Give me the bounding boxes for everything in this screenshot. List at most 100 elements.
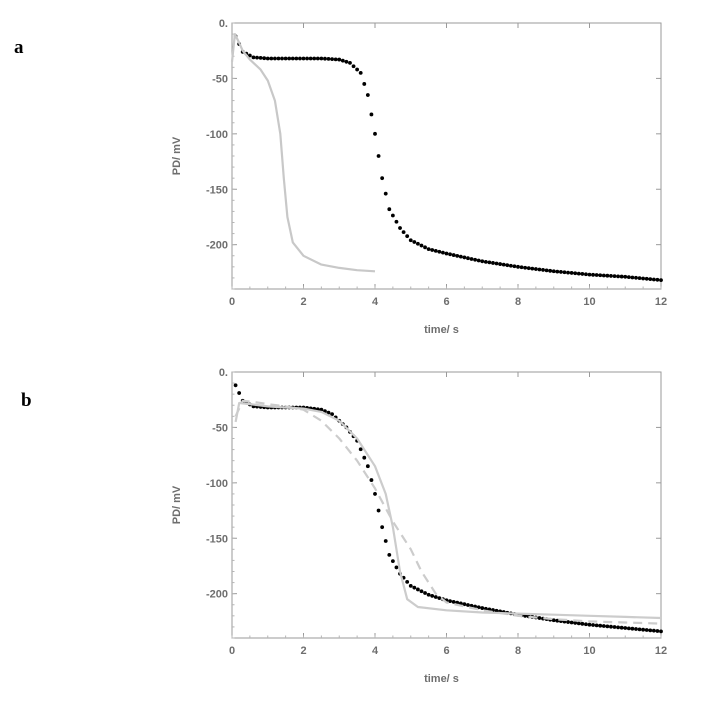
x-tick-label: 12: [655, 645, 667, 657]
series-0-point: [376, 154, 381, 158]
y-axis-label: PD/ mV: [171, 136, 183, 175]
series-0-point: [580, 272, 585, 276]
series-0-point: [594, 273, 599, 277]
series-0-point: [634, 275, 638, 280]
series-0-point: [655, 629, 660, 633]
series-0-point: [651, 628, 656, 633]
series-0-point: [433, 595, 438, 599]
series-0-point: [644, 628, 649, 632]
series-0-point: [626, 626, 631, 631]
series-0-point: [616, 625, 620, 630]
series-0-point: [348, 61, 352, 65]
series-0-point: [544, 268, 549, 273]
plot-frame: [231, 22, 662, 290]
series-0-point: [423, 245, 427, 250]
series-0-point: [498, 262, 503, 266]
series-0-point: [430, 593, 435, 598]
series-0-point: [369, 112, 374, 117]
plot-frame: [231, 371, 662, 639]
series-0-point: [298, 56, 302, 61]
series-0-point: [416, 587, 420, 592]
series-0-point: [308, 56, 313, 61]
x-tick-label: 12: [655, 296, 667, 308]
series-0-point: [280, 56, 284, 61]
series-0-point: [283, 56, 288, 61]
series-0-point: [405, 579, 410, 584]
series-1-line: [234, 401, 662, 620]
series-0-point: [512, 264, 517, 269]
series-0-point: [265, 56, 270, 61]
series-0-point: [659, 278, 663, 283]
series-0-point: [548, 268, 553, 273]
x-tick-label: 6: [443, 296, 449, 308]
y-tick-label: -150: [206, 533, 228, 545]
series-0-point: [387, 207, 392, 212]
series-0-point: [505, 263, 510, 268]
series-0-point: [530, 266, 535, 271]
series-0-point: [326, 410, 331, 415]
series-0-point: [480, 606, 485, 610]
series-0-point: [483, 259, 488, 264]
series-0-point: [323, 56, 327, 61]
y-tick-label: -100: [206, 478, 228, 490]
series-0-point: [634, 627, 638, 631]
series-0-point: [473, 257, 477, 262]
series-0-point: [412, 585, 417, 590]
series-0-point: [405, 234, 410, 239]
series-0-point: [466, 603, 470, 607]
series-0-point: [641, 276, 646, 281]
series-0-point: [526, 266, 531, 271]
series-0-point: [394, 565, 399, 570]
series-0-point: [623, 274, 628, 279]
series-0-point: [626, 275, 631, 280]
x-tick-label: 0: [229, 645, 235, 657]
x-tick-label: 8: [515, 645, 521, 657]
series-0-point: [305, 56, 309, 61]
series-0-point: [390, 559, 395, 564]
series-0-point: [380, 176, 385, 181]
series-0-point: [533, 267, 538, 271]
series-0-point: [437, 596, 442, 600]
series-0-point: [383, 539, 388, 543]
series-0-point: [426, 247, 431, 252]
x-tick-label: 4: [372, 645, 379, 657]
series-0-point: [362, 455, 367, 460]
series-0-point: [487, 260, 492, 265]
series-0-point: [362, 82, 367, 86]
series-0-point: [598, 623, 603, 628]
series-0-point: [423, 591, 427, 595]
series-0-point: [412, 240, 417, 244]
series-0-point: [340, 58, 345, 63]
series-0-point: [501, 262, 506, 267]
series-0-point: [365, 93, 370, 97]
series-0-point: [637, 276, 642, 281]
series-0-point: [458, 254, 463, 259]
series-0-point: [373, 131, 377, 136]
series-0-point: [365, 464, 370, 469]
series-0-point: [630, 275, 635, 280]
series-0-point: [390, 213, 395, 218]
series-0-point: [448, 252, 452, 257]
y-tick-label: 0.: [219, 367, 228, 379]
series-0-point: [562, 270, 567, 275]
series-0-point: [523, 265, 528, 270]
series-0-point: [466, 256, 470, 261]
series-0-point: [455, 253, 460, 258]
y-tick-label: -50: [212, 422, 228, 434]
series-0-point: [448, 599, 452, 603]
series-0-point: [369, 478, 374, 482]
series-0-point: [373, 492, 377, 496]
series-0-point: [569, 271, 574, 275]
series-0-point: [255, 55, 259, 60]
series-0-point: [408, 584, 413, 588]
series-0-point: [516, 264, 520, 269]
series-0-point: [430, 248, 435, 252]
series-0-point: [641, 627, 646, 632]
series-0-point: [576, 271, 581, 276]
series-0-point: [587, 622, 592, 627]
y-tick-label: -50: [212, 73, 228, 85]
series-0-point: [569, 620, 574, 625]
series-0-point: [609, 274, 613, 278]
series-1-line: [230, 33, 376, 273]
